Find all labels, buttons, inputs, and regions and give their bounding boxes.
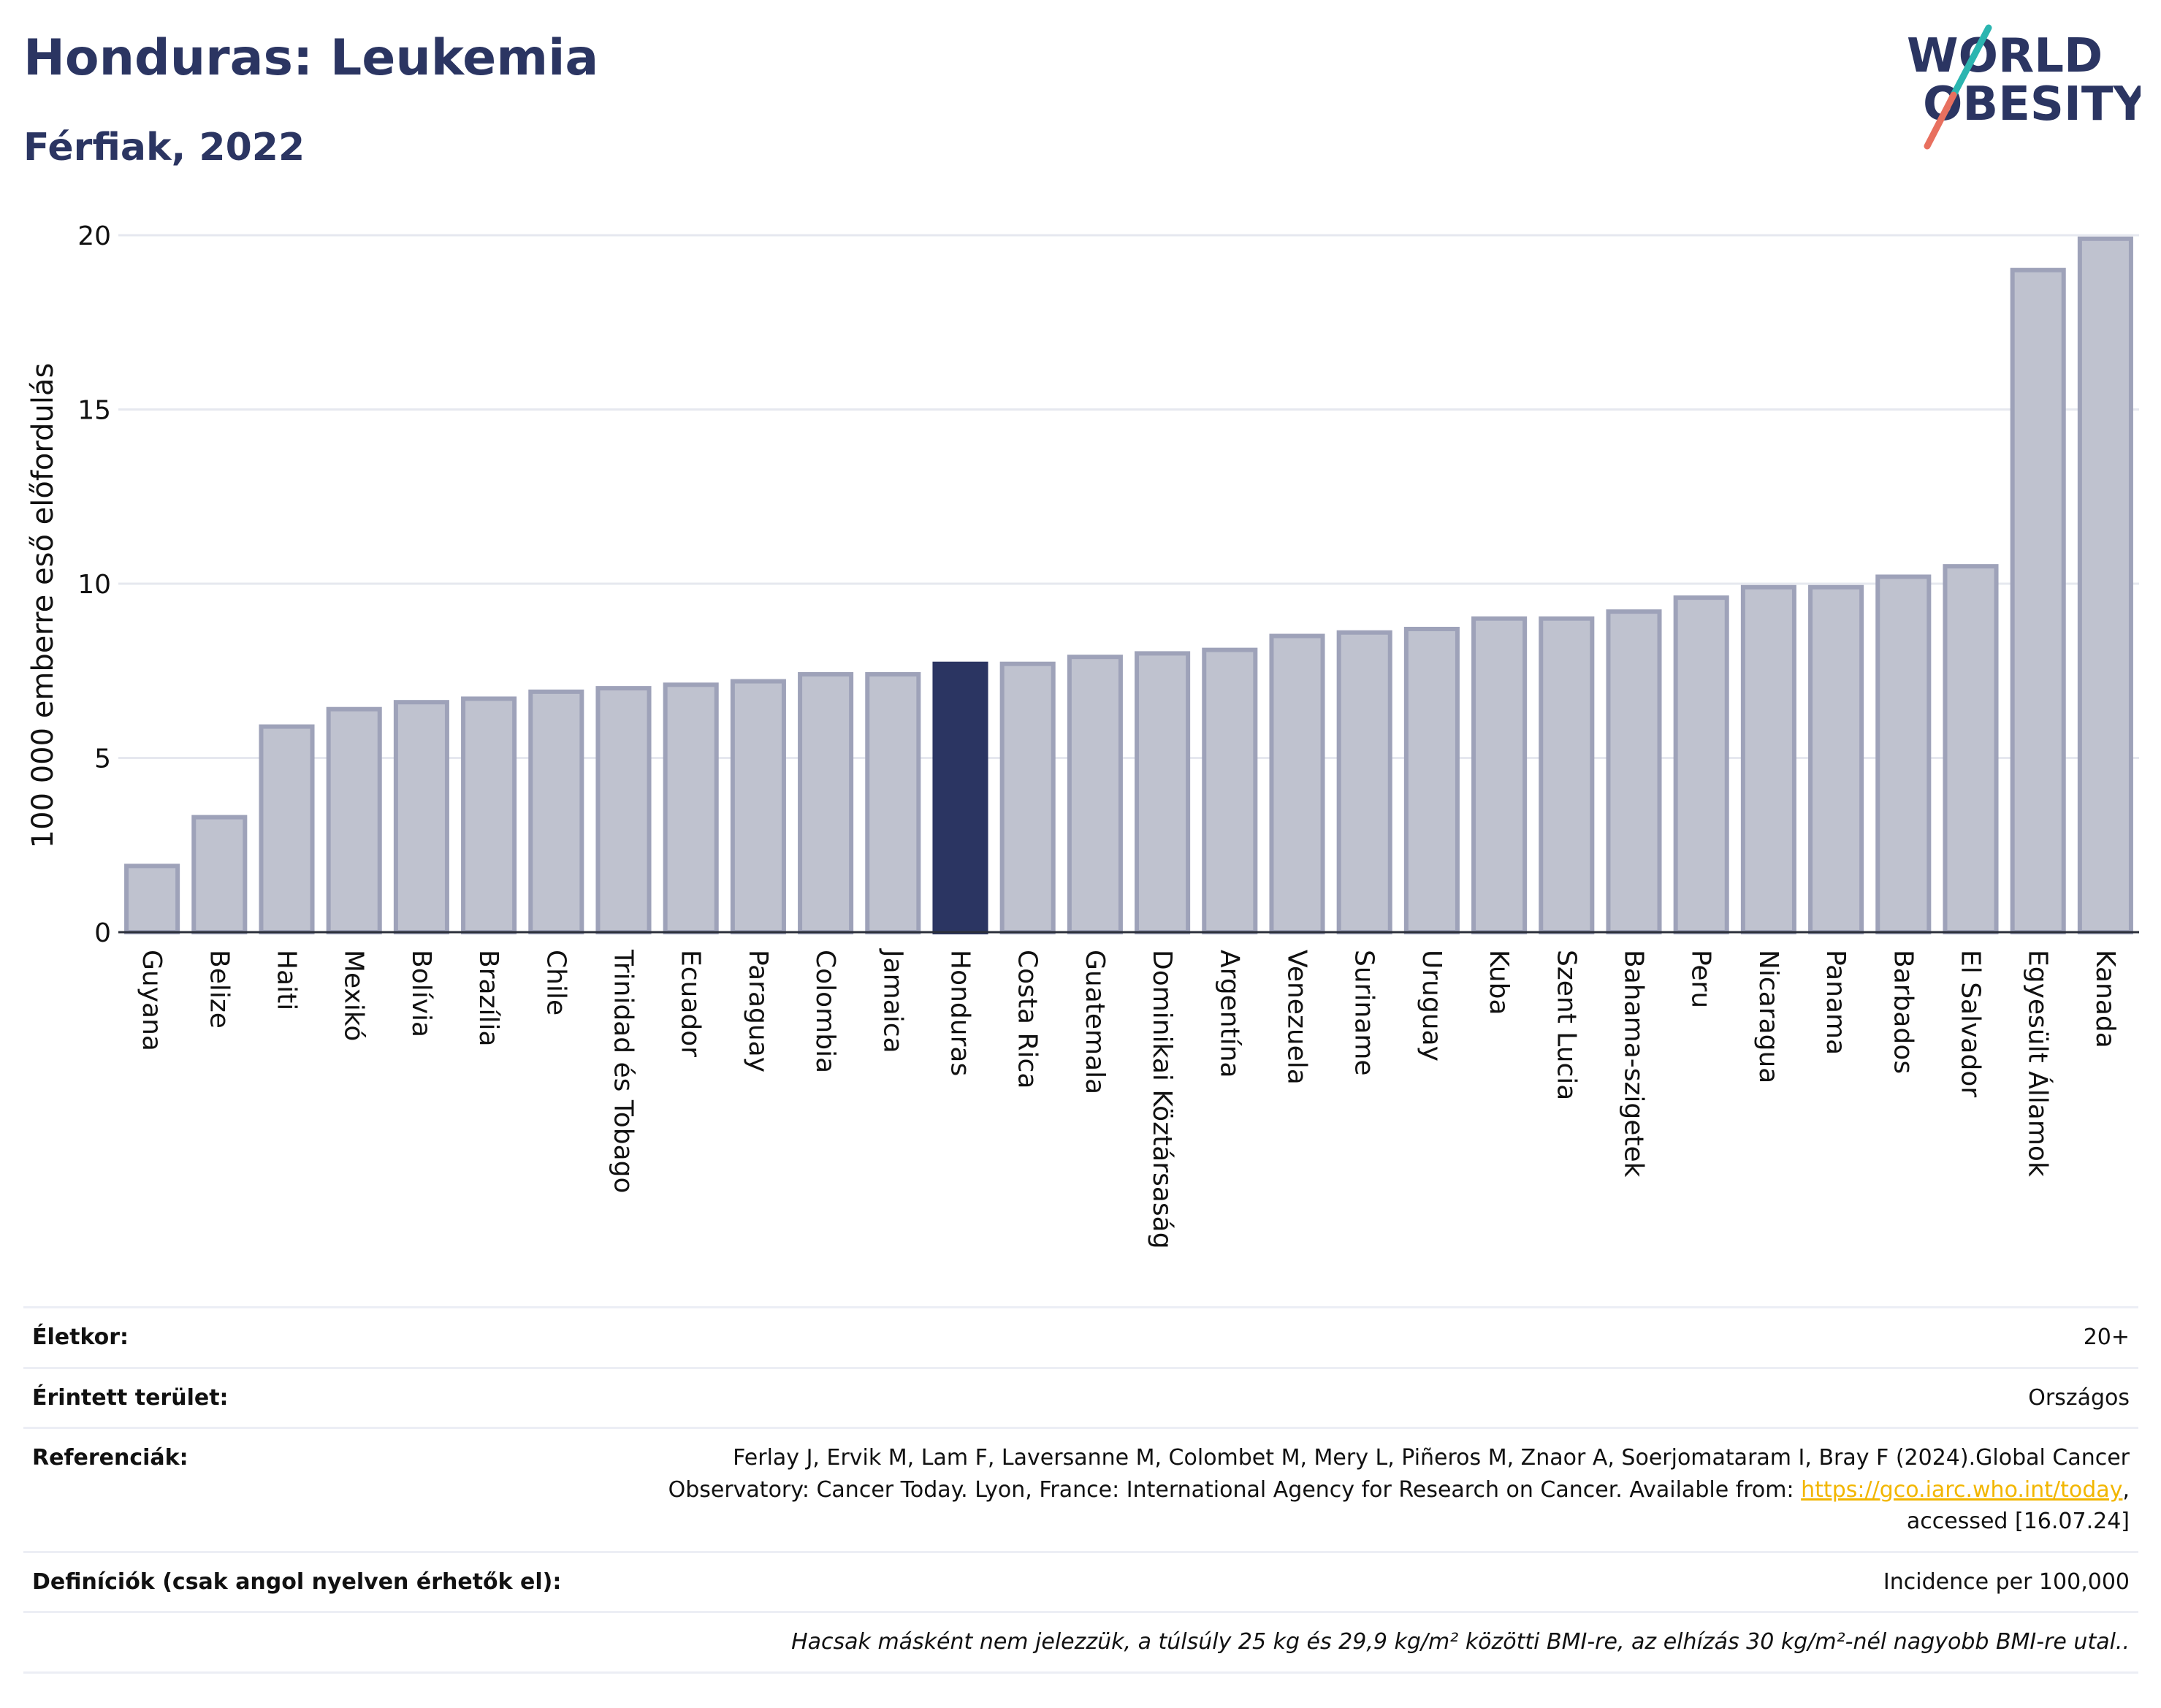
info-table: Életkor: 20+ Érintett terület: Országos … — [23, 1306, 2138, 1674]
x-tick-label: Kuba — [1484, 950, 1514, 1015]
chart-title: Honduras: Leukemia — [23, 29, 599, 87]
x-tick-label: Kanada — [2090, 950, 2120, 1048]
bar — [1202, 647, 1258, 934]
area-value: Országos — [611, 1366, 2138, 1428]
x-tick-label: Bolívia — [406, 950, 436, 1037]
references-link[interactable]: https://gco.iarc.who.int/today — [1801, 1476, 2123, 1503]
y-tick-label: 5 — [94, 744, 111, 774]
info-row-note: Hacsak másként nem jelezzük, a túlsúly 2… — [23, 1611, 2138, 1674]
y-tick-label: 15 — [77, 396, 111, 426]
x-tick-label: Haiti — [272, 950, 302, 1010]
x-tick-label: Honduras — [945, 950, 975, 1076]
references-text-1: Ferlay J, Ervik M, Lam F, Laversanne M, … — [668, 1445, 2130, 1503]
bar — [932, 661, 988, 935]
bar — [798, 672, 854, 935]
x-tick-label: Dominikai Köztársaság — [1147, 950, 1177, 1249]
x-tick-label: Peru — [1686, 950, 1716, 1008]
info-row-age: Életkor: 20+ — [23, 1306, 2138, 1368]
bar — [595, 686, 652, 934]
references-value: Ferlay J, Ervik M, Lam F, Laversanne M, … — [611, 1427, 2138, 1552]
bar — [2010, 267, 2066, 934]
age-label: Életkor: — [23, 1306, 611, 1368]
logo-text-world: WORLD — [1907, 29, 2103, 83]
bar — [1336, 630, 1392, 935]
bar — [259, 724, 315, 934]
area-label: Érintett terület: — [23, 1366, 611, 1428]
bars — [124, 236, 2133, 935]
x-tick-label: Suriname — [1349, 950, 1379, 1076]
references-text-2: , accessed [16.07.24] — [1906, 1476, 2130, 1535]
x-tick-labels: Guyana Belize Haiti Mexikó Bolívia Brazília Ch… — [137, 948, 2120, 1249]
x-tick-label: Panama — [1821, 950, 1851, 1055]
gridlines — [118, 234, 2139, 759]
bar — [461, 696, 517, 934]
bar — [865, 672, 921, 935]
logo-slash-red — [1924, 91, 1957, 150]
bar — [1269, 633, 1325, 934]
bar — [191, 815, 248, 934]
x-tick-label: Belize — [204, 950, 234, 1029]
age-value: 20+ — [611, 1306, 2138, 1368]
info-row-area: Érintett terület: Országos — [23, 1366, 2138, 1428]
y-axis-label: 100 000 emberre eső előfordulás — [26, 363, 60, 849]
y-tick-label: 10 — [77, 570, 111, 600]
info-row-references: Referenciák: Ferlay J, Ervik M, Lam F, L… — [23, 1427, 2138, 1552]
bar — [2077, 236, 2133, 934]
bar — [663, 682, 719, 935]
bar — [1875, 574, 1932, 935]
y-tick-label: 0 — [94, 918, 111, 948]
x-tick-label: Jamaica — [877, 948, 907, 1053]
bar — [326, 706, 382, 934]
x-tick-label: Bahama-szigetek — [1619, 950, 1649, 1178]
x-tick-label: Ecuador — [676, 950, 706, 1057]
y-tick-labels: 0 5 10 15 20 — [77, 221, 111, 948]
chart-subtitle: Férfiak, 2022 — [23, 126, 305, 169]
bar — [1606, 609, 1662, 934]
bar — [1067, 655, 1123, 934]
bar — [528, 689, 584, 934]
info-row-definitions: Definíciók (csak angol nyelven érhetők e… — [23, 1550, 2138, 1612]
bar — [1403, 627, 1460, 934]
world-obesity-logo: WORLD OBESITY — [1907, 24, 2141, 150]
bar — [1740, 584, 1796, 935]
bar — [1539, 616, 1595, 934]
x-tick-label: Barbados — [1888, 950, 1918, 1074]
bar — [393, 700, 449, 934]
footnote: Hacsak másként nem jelezzük, a túlsúly 2… — [23, 1611, 2138, 1674]
x-tick-label: Guatemala — [1080, 950, 1110, 1094]
x-tick-label: Mexikó — [339, 950, 369, 1041]
bar — [1135, 651, 1191, 935]
bar-chart: 0 5 10 15 20 Guyana Belize Haiti Mexikó Bolívia B… — [26, 221, 2139, 1249]
x-tick-label: Trinidad és Tobago — [609, 949, 639, 1194]
bar — [1673, 595, 1729, 935]
logo-slash-teal — [1950, 24, 1992, 99]
bar — [1943, 564, 1999, 935]
x-tick-label: Egyesült Államok — [2023, 950, 2054, 1177]
bar — [1808, 584, 1864, 935]
definitions-label: Definíciók (csak angol nyelven érhetők e… — [23, 1550, 611, 1612]
x-tick-label: Venezuela — [1282, 950, 1312, 1085]
bar — [999, 661, 1056, 935]
x-tick-label: El Salvador — [1956, 950, 1986, 1097]
x-tick-label: Argentína — [1214, 950, 1244, 1078]
x-tick-label: Szent Lucia — [1551, 950, 1581, 1100]
x-tick-label: Paraguay — [743, 950, 773, 1072]
bar — [124, 863, 180, 934]
x-tick-label: Guyana — [137, 950, 167, 1051]
definitions-value: Incidence per 100,000 — [611, 1550, 2138, 1612]
x-tick-label: Nicaragua — [1753, 950, 1783, 1083]
x-tick-label: Costa Rica — [1013, 950, 1043, 1089]
x-tick-label: Brazília — [473, 950, 503, 1047]
bar — [1471, 616, 1528, 934]
x-tick-label: Colombia — [810, 950, 840, 1073]
x-tick-label: Uruguay — [1417, 950, 1447, 1061]
x-tick-label: Chile — [541, 950, 571, 1015]
bar — [730, 679, 786, 934]
y-tick-label: 20 — [77, 221, 111, 251]
references-label: Referenciák: — [23, 1427, 611, 1552]
